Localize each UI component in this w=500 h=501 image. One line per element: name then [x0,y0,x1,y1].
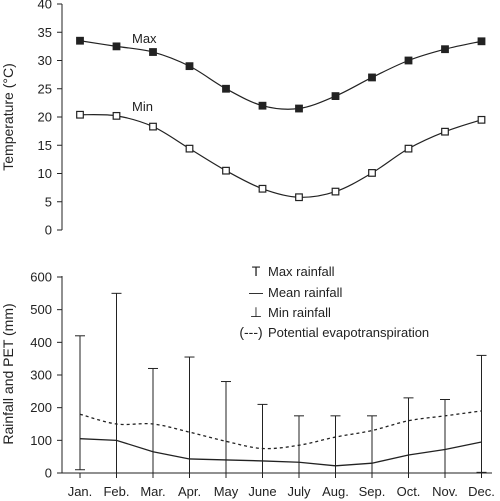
month-label: May [214,484,239,499]
data-point-min [477,115,486,124]
temperature-y-ticks: 0 5 10 15 20 25 30 35 40 [38,0,62,238]
temperature-y-tick-label: 25 [38,81,52,96]
data-point-min [185,144,194,153]
data-point-min [112,111,121,120]
data-point-max [441,45,449,54]
month-label: June [248,484,276,499]
rainfall-y-tick-label: 400 [30,335,52,350]
month-label: July [287,484,311,499]
rainfall-y-ticks: 0 100 200 300 400 500 600 [30,270,62,481]
data-point-max [149,48,157,56]
legend-label-max: Max rainfall [268,264,335,279]
data-point-max [258,101,267,110]
month-label: Mar. [140,484,165,499]
temperature-y-tick-label: 40 [38,0,52,12]
month-label: Aug. [322,484,349,499]
rainfall-y-tick-label: 500 [30,302,52,317]
temperature-y-tick-label: 20 [38,110,52,125]
month-label: Sep. [359,484,386,499]
data-point-min [222,166,230,175]
legend-symbol-min: ⊥ [250,304,262,320]
series-line-min [79,114,482,198]
rainfall-y-tick-label: 200 [30,400,52,415]
rainfall-y-tick-label: 600 [30,270,52,285]
data-point-min [441,127,449,136]
temperature-y-tick-label: 30 [38,53,52,68]
data-point-max [185,62,194,71]
month-label: Apr. [178,484,201,499]
rainfall-y-tick-label: 300 [30,368,52,383]
rainfall-x-ticks: Jan. Feb. Mar. Apr. May June July Aug. Sep. Oct. N… [68,473,495,499]
data-point-max [331,92,340,100]
legend-label-pet: Potential evapotranspiration [268,325,429,340]
data-point-max [295,104,303,113]
legend-symbol-pet: (---) [239,324,262,340]
data-point-min [149,122,157,131]
data-point-min [76,110,84,119]
temperature-panel: 0 5 10 15 20 25 30 35 40 Temperature (°C) Max Mi… [0,0,486,238]
data-point-max [76,36,84,45]
month-label: Oct. [397,484,421,499]
temperature-y-tick-label: 10 [38,166,52,181]
month-label: Nov. [432,484,458,499]
data-point-max [477,37,486,46]
legend: T Max rainfall — Mean rainfall ⊥ Min rai… [239,263,429,340]
temperature-y-tick-label: 0 [45,223,52,238]
mean-rainfall-line [79,438,482,467]
data-point-max [404,56,413,65]
data-point-max [222,84,230,93]
rainfall-series [75,292,487,473]
data-point-min [295,193,303,202]
data-point-min [331,187,340,196]
rainfall-y-tick-label: 100 [30,433,52,448]
data-point-min [404,144,413,153]
month-label: Jan. [68,484,93,499]
data-point-max [368,73,376,82]
legend-symbol-max: T [252,263,261,279]
temperature-y-axis-title: Temperature (°C) [0,63,16,171]
data-point-min [258,184,267,193]
legend-label-mean: Mean rainfall [268,285,343,300]
legend-symbol-mean: — [249,284,263,300]
legend-label-min: Min rainfall [268,305,331,320]
rainfall-y-tick-label: 0 [45,466,52,481]
temperature-y-tick-label: 35 [38,25,52,40]
series-label-min: Min [132,99,153,114]
temperature-y-tick-label: 15 [38,138,52,153]
temperature-y-tick-label: 5 [45,194,52,209]
series-label-max: Max [132,31,157,46]
month-label: Feb. [103,484,129,499]
temperature-series [76,36,486,202]
rainfall-y-axis-title: Rainfall and PET (mm) [0,303,16,444]
month-label: Dec. [468,484,495,499]
data-point-min [368,169,376,177]
pet-line [79,410,482,450]
data-point-max [112,42,121,51]
